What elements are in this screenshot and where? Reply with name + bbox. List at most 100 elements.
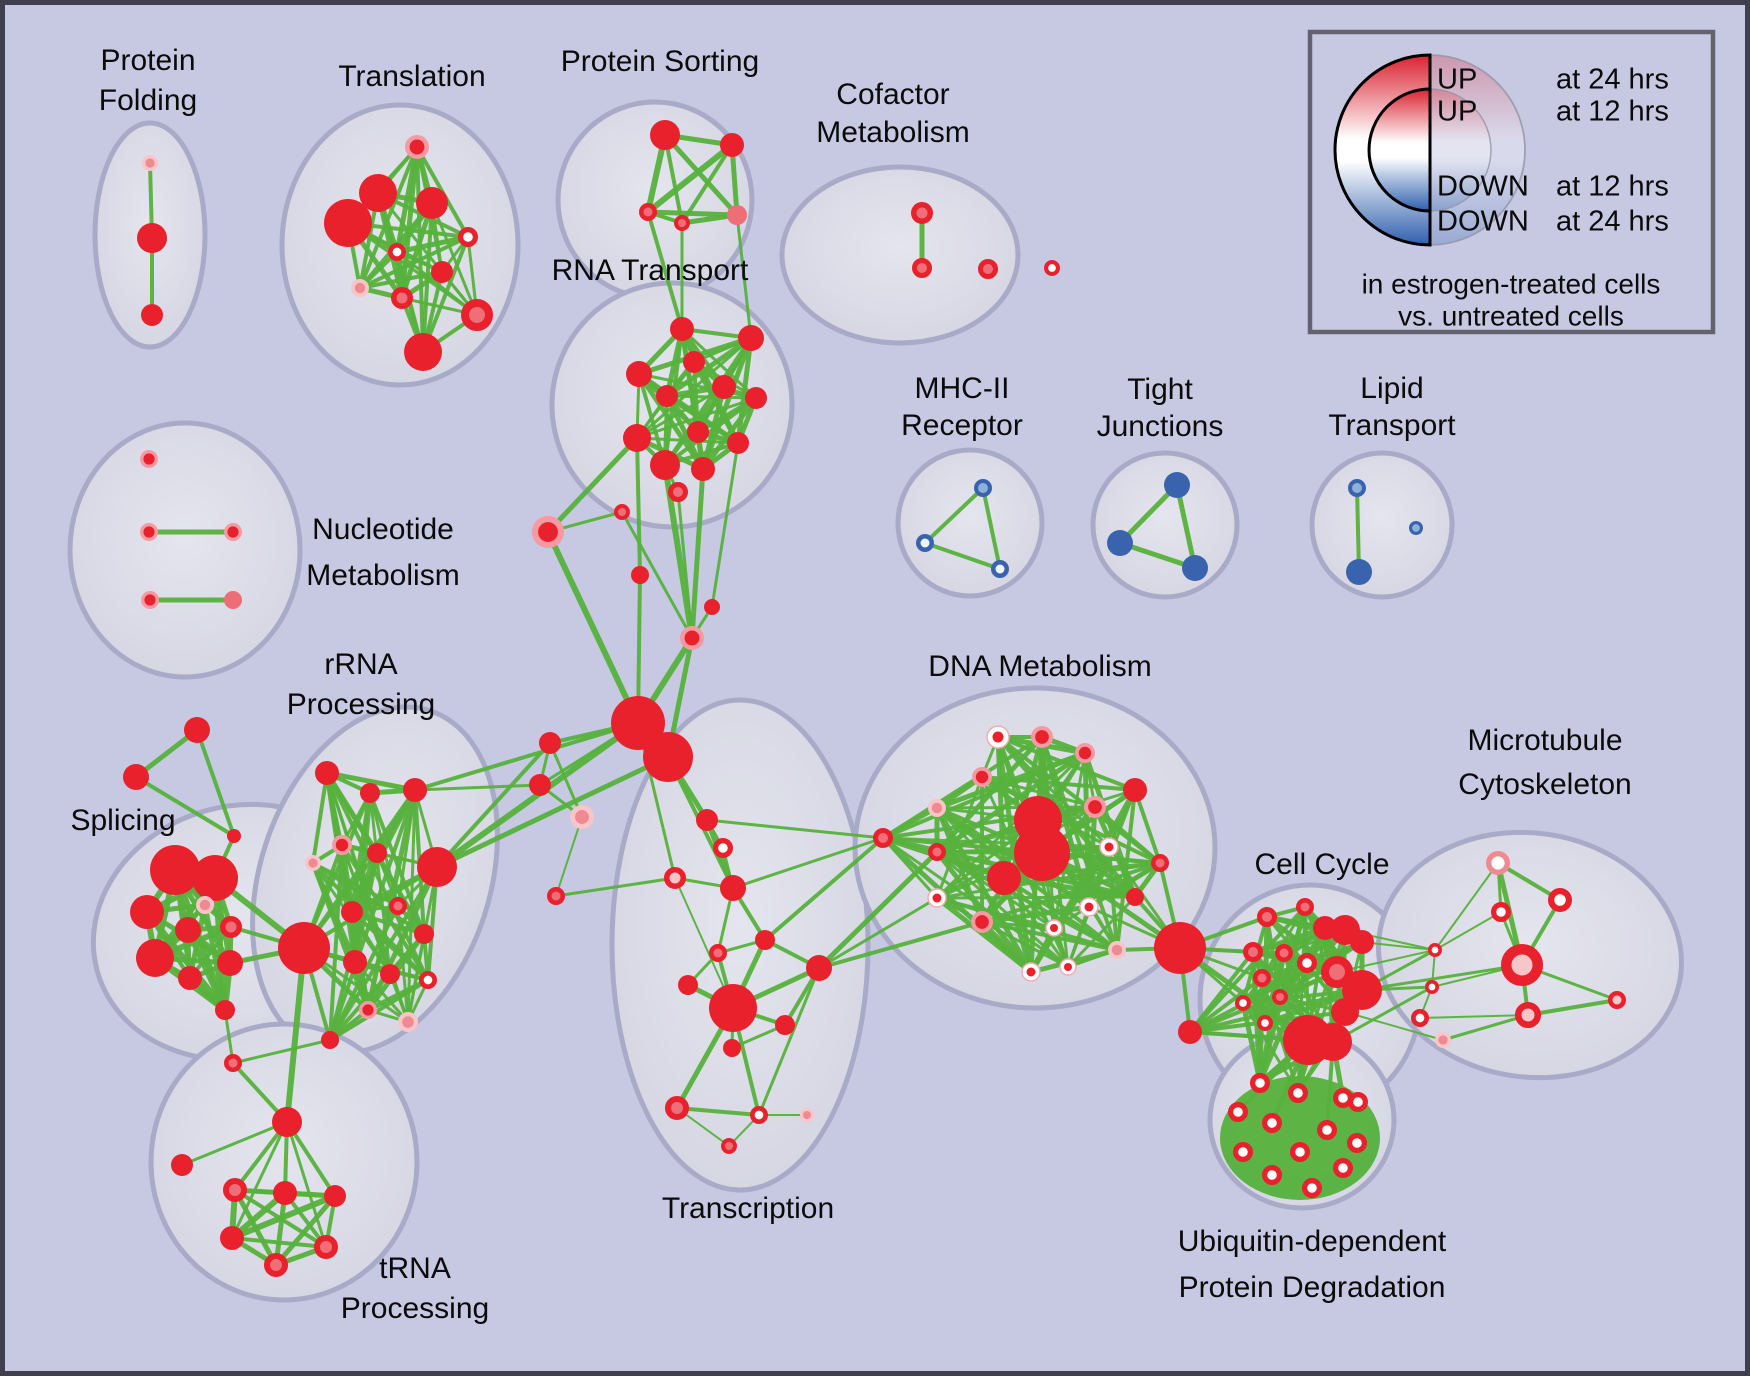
- network-edge: [324, 770, 418, 793]
- network-edge: [395, 250, 479, 317]
- network-edge: [665, 394, 758, 400]
- cluster-label-translation: Translation: [338, 60, 485, 93]
- node-rna-transport: [745, 387, 767, 409]
- cluster-label-nucleotide-metabolism: Nucleotide: [312, 513, 454, 546]
- network-edge: [710, 441, 740, 609]
- network-edge: [1355, 486, 1361, 574]
- node-rrna-processing: [343, 950, 367, 974]
- node-splicing: [192, 855, 238, 901]
- node-protein-folding: [137, 223, 167, 253]
- node-rna-transport: [626, 361, 652, 387]
- network-edge: [1177, 945, 1311, 1043]
- node-translation: [458, 227, 479, 248]
- network-edge: [195, 728, 236, 838]
- node-trna-processing: [220, 1226, 244, 1250]
- network-edge: [555, 816, 583, 897]
- network-edge: [202, 902, 228, 1013]
- network-edge: [645, 142, 735, 215]
- node-splicing: [220, 916, 242, 938]
- node-cell-cycle: [1257, 907, 1277, 927]
- node-rrna-processing: [418, 971, 437, 990]
- legend-row-direction-3: DOWN: [1437, 206, 1529, 238]
- node-rna-transport: [670, 317, 694, 341]
- cluster-label-splicing: Splicing: [70, 804, 175, 837]
- cluster-ellipse-mhc-ii-receptor: [895, 447, 1045, 599]
- network-edge: [923, 486, 985, 545]
- network-edge: [637, 372, 758, 400]
- node-tight-junctions: [1182, 555, 1208, 581]
- cluster-ellipse-cofactor-metabolism: [779, 164, 1021, 346]
- network-edge: [1526, 998, 1619, 1017]
- node-dna-metabolism: [992, 731, 1004, 743]
- node-bridge-nodes: [631, 566, 649, 584]
- node-dna-metabolism: [932, 893, 942, 903]
- network-edge: [231, 1038, 332, 1065]
- node-dna-metabolism: [1014, 825, 1070, 881]
- node-microtubule-cytoskeleton: [1608, 991, 1626, 1009]
- node-mhc-ii-receptor: [991, 560, 1009, 578]
- network-edge: [134, 775, 236, 838]
- node-transcription: [721, 1138, 737, 1154]
- node-splicing: [217, 950, 243, 976]
- network-edge: [817, 920, 984, 970]
- network-edge: [340, 843, 430, 982]
- cluster-label-mhc-ii-receptor: MHC-II: [915, 372, 1010, 405]
- network-edge: [935, 805, 1097, 810]
- network-edge: [731, 836, 885, 890]
- node-cell-cycle: [1234, 995, 1251, 1012]
- node-microtubule-cytoskeleton: [1490, 901, 1511, 922]
- cluster-label-rrna-processing: Processing: [287, 688, 435, 721]
- node-rna-transport: [727, 432, 749, 454]
- node-bridge-nodes: [547, 887, 565, 905]
- network-edge: [1360, 963, 1524, 992]
- network-edge: [934, 895, 1034, 975]
- node-dna-metabolism: [1030, 726, 1053, 749]
- node-translation: [387, 242, 406, 261]
- network-edge: [273, 1190, 288, 1268]
- network-edge: [545, 435, 640, 535]
- node-rrna-processing: [341, 901, 363, 923]
- node-rna-transport: [687, 421, 709, 443]
- network-edge: [1441, 1013, 1530, 1042]
- network-edge: [675, 1106, 761, 1117]
- node-splicing: [150, 845, 200, 895]
- node-protein-sorting: [727, 205, 747, 225]
- node-cell-cycle: [1331, 998, 1359, 1026]
- node-dna-metabolism: [1151, 854, 1169, 872]
- network-edge: [1188, 905, 1307, 1034]
- network-edge: [394, 234, 471, 255]
- node-rrna-processing: [321, 1031, 339, 1049]
- node-microtubule-cytoskeleton: [1547, 887, 1572, 912]
- cluster-label-protein-folding: Protein: [100, 44, 195, 77]
- node-microtubule-cytoskeleton: [1410, 1009, 1429, 1028]
- cluster-ellipse-tight-junctions: [1090, 450, 1240, 600]
- node-tight-junctions: [1164, 472, 1190, 498]
- node-rrna-processing: [278, 922, 330, 974]
- node-dna-metabolism: [1050, 924, 1058, 932]
- legend-caption-1: vs. untreated cells: [1398, 300, 1624, 331]
- network-edge: [635, 436, 642, 577]
- network-edge: [413, 783, 542, 792]
- node-cell-cycle: [1321, 956, 1353, 988]
- legend-caption-0: in estrogen-treated cells: [1362, 268, 1661, 299]
- network-edge: [229, 1193, 338, 1241]
- node-ubiquitin-dependent-protein-degradation: [1347, 1091, 1368, 1112]
- node-transcription: [709, 984, 757, 1032]
- node-rrna-processing: [403, 778, 427, 802]
- node-tight-junctions: [1107, 530, 1133, 556]
- node-splicing: [130, 895, 164, 929]
- network-edge: [230, 1236, 328, 1249]
- node-bridge-nodes: [1154, 922, 1206, 974]
- node-cofactor-metabolism: [911, 202, 933, 224]
- cluster-label-rna-transport: RNA Transport: [552, 254, 749, 287]
- legend-glyph-inner-left: [1367, 87, 1432, 213]
- node-rrna-processing: [367, 843, 387, 863]
- node-bridge-nodes: [529, 774, 551, 796]
- network-edge: [757, 966, 821, 1117]
- network-edge: [1188, 976, 1264, 1034]
- node-dna-metabolism: [928, 799, 947, 818]
- node-dna-metabolism: [1108, 941, 1127, 960]
- network-edge: [350, 910, 392, 976]
